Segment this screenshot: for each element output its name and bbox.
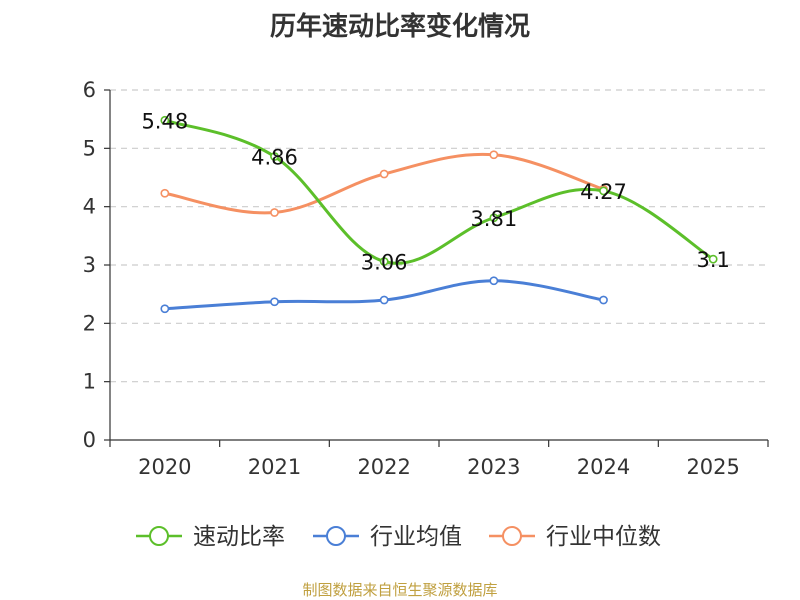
source-note: 制图数据来自恒生聚源数据库 (302, 581, 498, 599)
legend-item: 速动比率 (136, 524, 285, 550)
data-point (379, 295, 389, 305)
y-tick-label: 5 (83, 136, 96, 160)
data-point (379, 169, 389, 179)
grid-layer (110, 89, 768, 383)
data-point (160, 304, 170, 314)
data-point (379, 257, 389, 266)
series-line-1 (163, 279, 605, 311)
y-tick-label: 0 (83, 428, 96, 452)
data-label: 3.06 (361, 251, 408, 275)
data-point (160, 115, 170, 125)
data-label: 3.81 (470, 207, 517, 231)
y-tick-label: 3 (83, 253, 96, 277)
series-line-2 (163, 152, 605, 215)
legend-label: 行业均值 (370, 524, 462, 550)
data-point (270, 297, 279, 307)
y-tick-label: 6 (83, 78, 96, 102)
data-label: 4.86 (251, 146, 298, 170)
x-tick-label: 2025 (686, 455, 739, 479)
data-point (489, 276, 499, 286)
x-tick-label: 2022 (357, 455, 410, 479)
x-tick-label: 2021 (248, 455, 301, 479)
data-point (489, 150, 499, 160)
data-label: 5.48 (141, 109, 188, 133)
data-point (270, 152, 279, 161)
legend: 速动比率 行业均值 行业中位数 (136, 524, 661, 550)
x-tick-label: 2020 (138, 455, 191, 479)
axis-layer: 0 1 2 3 4 5 6 2020 2021 2022 2023 2024 2025 (83, 78, 769, 479)
legend-item: 行业中位数 (489, 524, 661, 550)
data-point (160, 188, 170, 198)
legend-label: 行业中位数 (546, 524, 661, 550)
chart-title: 历年速动比率变化情况 (269, 12, 530, 42)
series-line-0 (163, 118, 715, 265)
data-point (599, 295, 608, 305)
y-tick-label: 1 (83, 370, 96, 394)
legend-marker (502, 526, 522, 546)
label-layer: 5.48 4.86 3.06 3.81 4.27 3.1 (141, 109, 729, 274)
data-point (270, 208, 279, 217)
data-point (599, 186, 608, 196)
legend-label: 速动比率 (193, 524, 285, 550)
legend-marker (326, 526, 346, 546)
y-tick-label: 2 (83, 311, 96, 335)
data-label: 4.27 (580, 180, 627, 204)
legend-marker (149, 526, 169, 546)
y-tick-label: 4 (83, 195, 96, 219)
x-tick-label: 2023 (467, 455, 520, 479)
x-tick-label: 2024 (577, 455, 630, 479)
legend-item: 行业均值 (313, 524, 462, 550)
data-label: 3.1 (696, 248, 729, 272)
data-point (708, 254, 718, 264)
data-point (489, 213, 499, 223)
series-layer (160, 115, 718, 314)
